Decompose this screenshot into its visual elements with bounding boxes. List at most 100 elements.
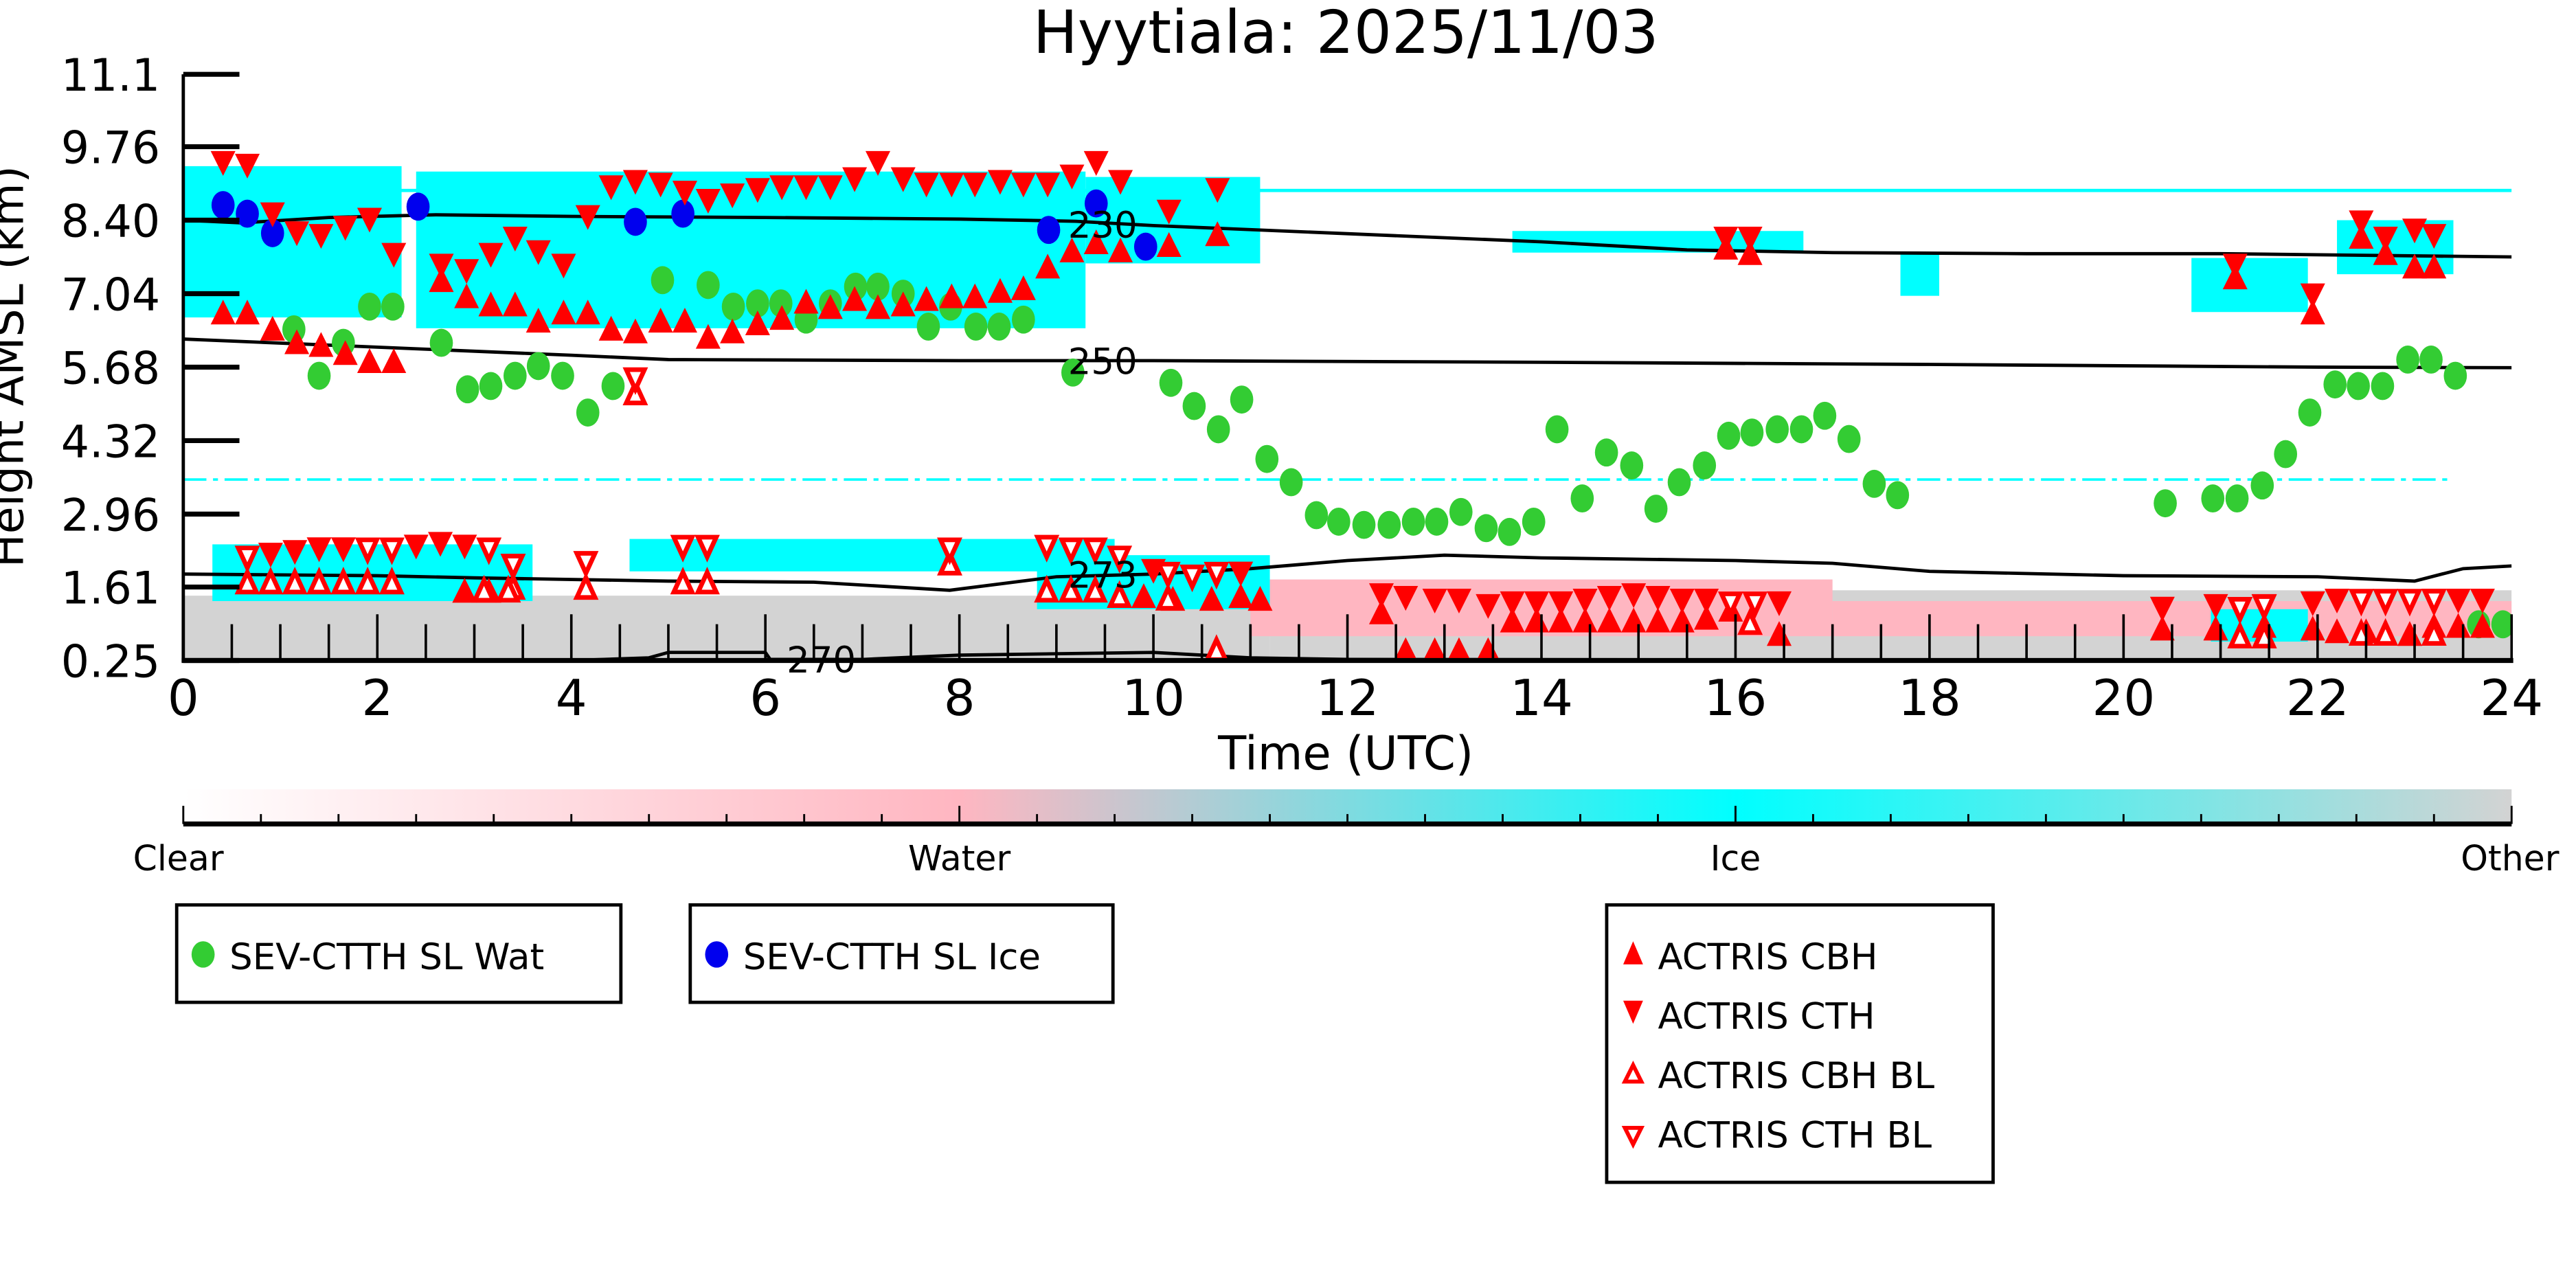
colorbar-label-other: Other bbox=[2461, 838, 2560, 879]
data-point bbox=[651, 266, 675, 295]
data-point bbox=[1304, 501, 1329, 530]
data-point bbox=[1327, 507, 1351, 536]
data-point bbox=[1422, 588, 1447, 614]
data-point bbox=[1107, 580, 1133, 608]
data-point bbox=[1524, 591, 1549, 616]
data-point bbox=[1645, 607, 1671, 633]
data-point bbox=[964, 313, 988, 341]
data-point bbox=[2402, 253, 2428, 279]
data-point bbox=[1083, 229, 1109, 255]
data-point bbox=[236, 199, 259, 228]
data-point bbox=[1368, 599, 1394, 624]
data-point bbox=[793, 175, 819, 201]
data-point bbox=[842, 286, 868, 311]
data-point bbox=[1694, 588, 1719, 614]
data-point bbox=[478, 242, 504, 268]
data-point bbox=[2470, 613, 2495, 638]
data-point bbox=[671, 199, 694, 228]
data-point bbox=[2154, 489, 2177, 518]
data-point bbox=[1713, 227, 1739, 252]
y-tick-label: 7.04 bbox=[61, 270, 160, 321]
data-point bbox=[1667, 468, 1691, 497]
data-point bbox=[2225, 484, 2249, 513]
data-point bbox=[2274, 440, 2298, 468]
data-point bbox=[429, 328, 453, 357]
data-point bbox=[2373, 589, 2399, 617]
isotherm-label: 230 bbox=[1068, 205, 1138, 247]
data-point bbox=[573, 572, 599, 600]
data-point bbox=[2491, 610, 2512, 639]
data-point bbox=[1446, 588, 1471, 614]
data-point bbox=[575, 205, 600, 230]
isotherm-label: 250 bbox=[1068, 341, 1138, 383]
data-point bbox=[2201, 484, 2225, 513]
data-point bbox=[962, 172, 988, 198]
data-point bbox=[694, 566, 720, 595]
data-point bbox=[1717, 421, 1741, 450]
data-point bbox=[234, 566, 260, 595]
data-point bbox=[648, 172, 673, 198]
data-point bbox=[1425, 507, 1449, 536]
data-point bbox=[2421, 618, 2447, 646]
data-point bbox=[1368, 583, 1394, 609]
data-point bbox=[260, 202, 285, 227]
isotherm-label: 273 bbox=[1068, 555, 1138, 597]
data-point bbox=[282, 566, 308, 595]
data-point bbox=[1765, 415, 1789, 444]
data-point bbox=[576, 398, 600, 427]
data-point bbox=[1742, 591, 1768, 620]
legend-sev-ice: SEV-CTTH SL Ice bbox=[688, 903, 1115, 1004]
data-point bbox=[745, 178, 770, 203]
data-point bbox=[2348, 589, 2374, 617]
data-point bbox=[1447, 637, 1471, 661]
data-point bbox=[598, 175, 624, 201]
data-point bbox=[1645, 586, 1671, 611]
data-point bbox=[1061, 358, 1085, 387]
data-point bbox=[1205, 178, 1230, 203]
data-point bbox=[284, 221, 310, 247]
data-point bbox=[526, 352, 550, 381]
data-point bbox=[2300, 591, 2325, 616]
data-point bbox=[2251, 594, 2277, 622]
data-point bbox=[429, 253, 454, 279]
data-point bbox=[694, 534, 720, 563]
data-point bbox=[2149, 615, 2175, 641]
data-point bbox=[2323, 370, 2347, 399]
data-point bbox=[2421, 589, 2447, 617]
data-point bbox=[769, 289, 793, 318]
series-actris-cth-bl bbox=[234, 367, 2447, 625]
data-point bbox=[1228, 583, 1254, 609]
data-point bbox=[379, 537, 405, 565]
data-point bbox=[1766, 591, 1792, 616]
data-point bbox=[1669, 588, 1695, 614]
data-point bbox=[452, 534, 477, 560]
isotherm-273 bbox=[183, 553, 2512, 592]
x-tick-label: 24 bbox=[2480, 670, 2543, 727]
data-point bbox=[1694, 605, 1719, 630]
data-point bbox=[1500, 591, 1525, 616]
data-point bbox=[2347, 372, 2370, 400]
data-point bbox=[1155, 561, 1181, 590]
data-point bbox=[939, 172, 964, 198]
data-point bbox=[1228, 561, 1254, 587]
data-point bbox=[1423, 637, 1447, 661]
data-point bbox=[454, 259, 479, 284]
data-point bbox=[1522, 507, 1546, 536]
data-point bbox=[1034, 574, 1060, 603]
data-point bbox=[1131, 583, 1156, 609]
legend-label: SEV-CTTH SL Wat bbox=[229, 936, 544, 978]
data-point bbox=[1737, 240, 1763, 265]
data-point bbox=[260, 218, 284, 247]
isotherm-labels: 230 250 273 270 bbox=[787, 205, 1137, 681]
y-tick-label: 11.1 bbox=[61, 50, 160, 102]
colorbar-label-water: Water bbox=[908, 838, 1010, 879]
data-point bbox=[987, 313, 1011, 341]
triangle-down-open-icon bbox=[1621, 1125, 1645, 1149]
phase-colorbar: Clear Water Ice Other bbox=[133, 789, 2560, 879]
data-point bbox=[720, 318, 745, 343]
data-point bbox=[551, 300, 576, 325]
data-point bbox=[306, 566, 332, 595]
data-point bbox=[1862, 469, 1886, 498]
data-point bbox=[720, 183, 745, 209]
data-point bbox=[937, 537, 962, 565]
